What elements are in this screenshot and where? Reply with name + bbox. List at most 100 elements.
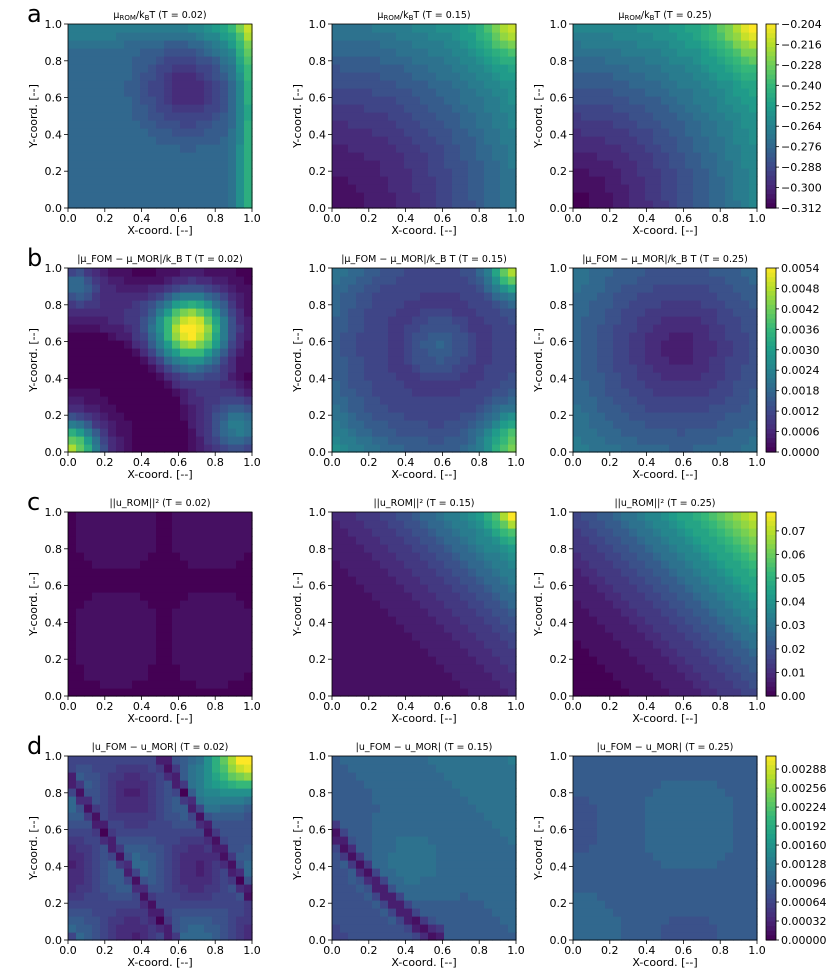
heatmap-cell (468, 184, 477, 193)
heatmap-cell (116, 348, 125, 357)
heatmap-cell (460, 316, 469, 325)
heatmap-cell (725, 200, 734, 209)
heatmap-cell (500, 112, 509, 121)
heatmap-cell (677, 72, 686, 81)
heatmap-cell (356, 56, 365, 65)
heatmap-cell (452, 404, 461, 413)
heatmap-cell (436, 412, 445, 421)
heatmap-cell (621, 160, 630, 169)
heatmap-cell (348, 80, 357, 89)
heatmap-cell (140, 520, 149, 529)
heatmap-cell (741, 356, 750, 365)
heatmap-cell (653, 528, 662, 537)
heatmap-cell (733, 24, 742, 33)
heatmap-cell (68, 584, 77, 593)
heatmap-cell (492, 512, 501, 521)
heatmap-cell (236, 528, 245, 537)
colorbar-frame (765, 267, 777, 453)
heatmap-cell (220, 72, 229, 81)
heatmap-cell (332, 144, 341, 153)
heatmap-cell (629, 428, 638, 437)
heatmap-cell (613, 396, 622, 405)
heatmap-cell (637, 120, 646, 129)
heatmap-cell (364, 128, 373, 137)
heatmap-cell (508, 372, 517, 381)
heatmap-cell (124, 576, 133, 585)
heatmap-cell (492, 396, 501, 405)
heatmap-cell (605, 404, 614, 413)
y-axis-label: Y-coord. [--] (27, 572, 40, 637)
heatmap-cell (380, 24, 389, 33)
heatmap-cell (420, 560, 429, 569)
heatmap-cell (180, 664, 189, 673)
heatmap-cell (116, 648, 125, 657)
heatmap-cell (116, 568, 125, 577)
heatmap-cell (140, 168, 149, 177)
heatmap-cell (76, 364, 85, 373)
heatmap-cell (645, 552, 654, 561)
heatmap-cell (597, 80, 606, 89)
heatmap-cell (637, 64, 646, 73)
heatmap-cell (669, 200, 678, 209)
heatmap-cell (372, 64, 381, 73)
heatmap-cell (693, 436, 702, 445)
heatmap-cell (180, 512, 189, 521)
heatmap-cell (661, 348, 670, 357)
heatmap-cell (629, 292, 638, 301)
heatmap-cell (484, 436, 493, 445)
y-tick-label: 0.6 (309, 336, 327, 349)
heatmap-cell (725, 420, 734, 429)
heatmap-cell (613, 192, 622, 201)
heatmap-cell (645, 80, 654, 89)
heatmap-cell (637, 664, 646, 673)
heatmap-cell (204, 332, 213, 341)
heatmap-cell (196, 176, 205, 185)
heatmap-cell (701, 592, 710, 601)
heatmap-cell (428, 616, 437, 625)
heatmap-cell (581, 552, 590, 561)
heatmap-cell (597, 348, 606, 357)
colorbar-segment (766, 56, 776, 62)
heatmap-cell (621, 444, 630, 453)
heatmap-cell (637, 372, 646, 381)
heatmap-cell (92, 592, 101, 601)
heatmap-cell (573, 396, 582, 405)
heatmap-cell (436, 292, 445, 301)
heatmap-cell (436, 112, 445, 121)
heatmap-cell (244, 380, 253, 389)
heatmap-cell (412, 600, 421, 609)
heatmap-cell (653, 276, 662, 285)
heatmap-cell (468, 276, 477, 285)
heatmap-cell (613, 40, 622, 49)
heatmap-cell (669, 284, 678, 293)
heatmap-cell (68, 544, 77, 553)
heatmap-cell (236, 88, 245, 97)
heatmap-cell (164, 428, 173, 437)
heatmap-cell (68, 436, 77, 445)
heatmap-cell (404, 584, 413, 593)
heatmap-cell (749, 32, 758, 41)
heatmap-cell (196, 648, 205, 657)
heatmap-cell (108, 300, 117, 309)
heatmap-cell (677, 680, 686, 689)
heatmap-cell (148, 640, 157, 649)
heatmap-cell (404, 412, 413, 421)
heatmap-cell (380, 420, 389, 429)
heatmap-cell (180, 144, 189, 153)
heatmap-cell (597, 364, 606, 373)
heatmap-cell (645, 284, 654, 293)
heatmap-cell (621, 340, 630, 349)
heatmap-cell (388, 568, 397, 577)
heatmap-cell (236, 112, 245, 121)
heatmap-cell (613, 412, 622, 421)
heatmap-cell (460, 600, 469, 609)
heatmap-cell (228, 364, 237, 373)
heatmap-cell (701, 616, 710, 625)
heatmap-cell (476, 616, 485, 625)
heatmap-cell (148, 656, 157, 665)
heatmap-cell (372, 120, 381, 129)
heatmap-cell (468, 624, 477, 633)
heatmap-cell (156, 80, 165, 89)
heatmap-cell (132, 592, 141, 601)
heatmap-cell (348, 128, 357, 137)
